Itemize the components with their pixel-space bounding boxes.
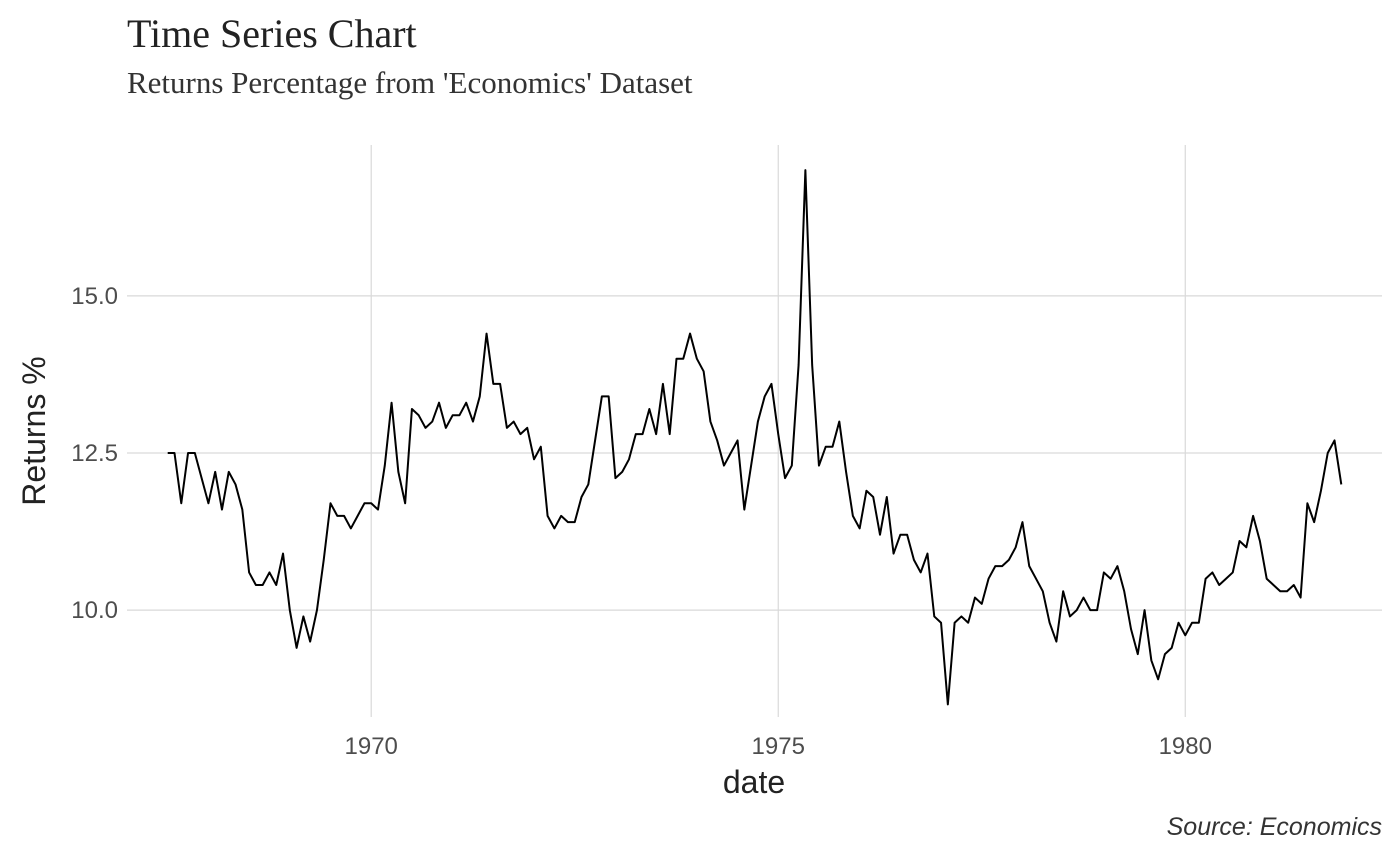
series-line xyxy=(167,169,1343,706)
x-axis-ticks: 1970 1975 1980 xyxy=(345,733,1212,760)
y-tick-label: 10.0 xyxy=(71,597,118,624)
gridlines xyxy=(127,145,1382,717)
x-tick-label: 1975 xyxy=(752,733,805,760)
y-tick-label: 12.5 xyxy=(71,440,118,467)
x-axis-title: date xyxy=(723,764,785,800)
x-tick-label: 1970 xyxy=(345,733,398,760)
y-axis-ticks: 10.0 12.5 15.0 xyxy=(71,283,118,624)
chart-title: Time Series Chart xyxy=(127,11,417,56)
chart-caption: Source: Economics xyxy=(1166,813,1382,841)
chart-subtitle: Returns Percentage from 'Economics' Data… xyxy=(127,65,693,100)
x-tick-label: 1980 xyxy=(1159,733,1212,760)
y-axis-title: Returns % xyxy=(16,356,52,505)
y-tick-label: 15.0 xyxy=(71,283,118,310)
series-layer xyxy=(167,169,1343,706)
